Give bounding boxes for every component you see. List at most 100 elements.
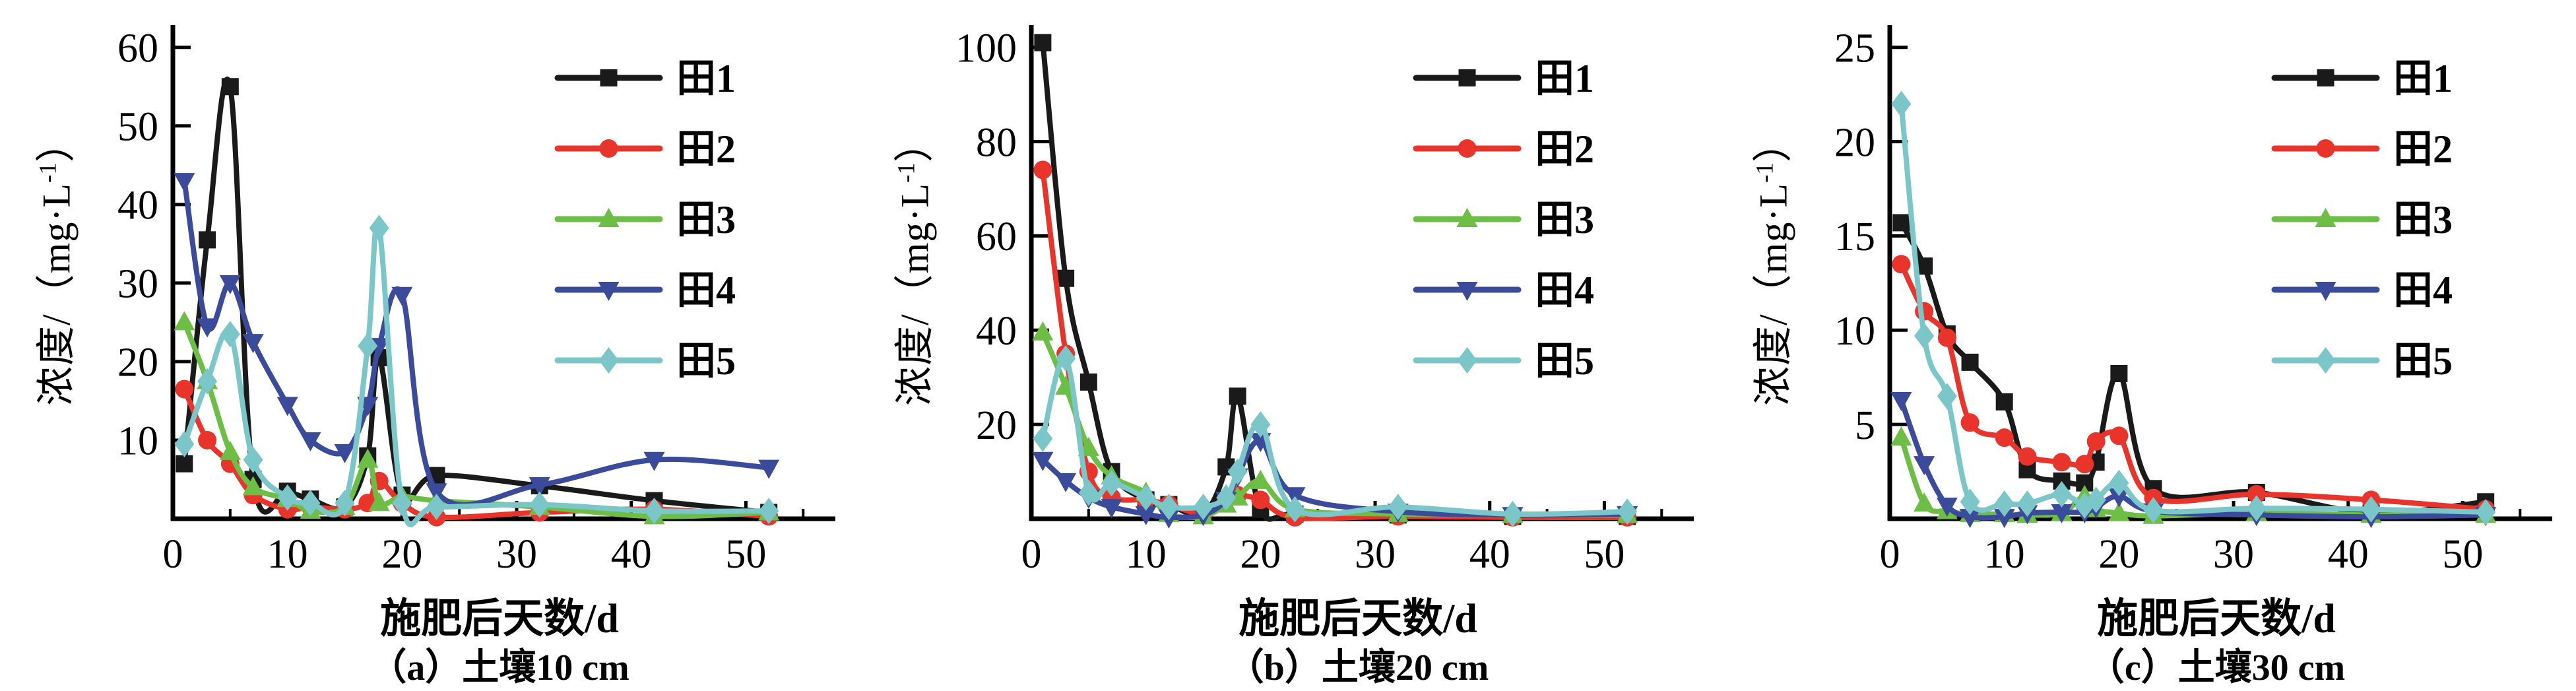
x-axis-title: 施肥后天数/d <box>1239 597 1477 642</box>
series-marker-4 <box>426 483 447 503</box>
legend-label-3: 田3 <box>2393 198 2453 242</box>
series-marker-1 <box>1961 353 1979 371</box>
legend-swatch-marker-4 <box>2315 282 2336 301</box>
series-marker-5 <box>1960 488 1980 515</box>
chart-panel-b: 0 10 20 30 40 50 20 40 60 80 100 田1 田2 田3 田4 田5 浓度/（mg·… <box>858 0 1717 688</box>
y-axis-title-close: ） <box>34 122 79 163</box>
chart-panel-c: 0 10 20 30 40 50 5 10 15 20 25 田1 田2 田3 田4 田5 浓度/（mg·L-… <box>1717 0 2576 688</box>
y-tick-label: 60 <box>976 214 1017 259</box>
legend-label-2: 田2 <box>676 127 736 171</box>
series-marker-3 <box>1890 426 1912 446</box>
series-marker-2 <box>2247 484 2266 504</box>
y-tick-label: 20 <box>1834 120 1875 165</box>
panel-caption-a: （a）土壤10 cm <box>370 647 629 688</box>
x-tick-label: 0 <box>1880 532 1900 577</box>
series-marker-4 <box>529 477 550 496</box>
series-marker-5 <box>1937 383 1957 410</box>
series-marker-3 <box>1250 469 1272 489</box>
x-tick-label: 10 <box>267 532 308 577</box>
y-axis-title-text: 浓度/（mg·L <box>34 183 79 406</box>
series-marker-5 <box>529 491 550 518</box>
series-line-2 <box>181 386 772 521</box>
y-axis-title-text: 浓度/（mg·L <box>893 183 937 406</box>
series-marker-4 <box>300 432 321 451</box>
x-tick-label: 10 <box>1984 532 2025 577</box>
y-axis-title: 浓度/（mg·L-1） <box>883 122 940 406</box>
series-marker-5 <box>277 484 298 511</box>
series-marker-5 <box>1193 494 1213 521</box>
x-tick-label: 50 <box>1584 532 1625 577</box>
series-marker-2 <box>1960 413 1980 432</box>
x-tick-label: 40 <box>2328 532 2369 577</box>
series-marker-2 <box>2018 447 2037 466</box>
series-marker-4 <box>1101 499 1122 519</box>
legend-label-5: 田5 <box>1535 339 1594 383</box>
series-marker-4 <box>2108 488 2130 508</box>
series-marker-4 <box>1055 473 1077 492</box>
series-marker-5 <box>1617 498 1638 525</box>
series-marker-4 <box>242 334 264 354</box>
series-marker-2 <box>1892 255 1911 274</box>
series-marker-2 <box>2052 453 2071 472</box>
legend-label-1: 田1 <box>676 57 736 100</box>
legend-label-2: 田2 <box>2393 127 2453 171</box>
series-line-4 <box>1040 438 1630 521</box>
series-marker-4 <box>1959 509 1981 529</box>
series-marker-5 <box>1914 322 1935 349</box>
series-marker-5 <box>1136 484 1156 511</box>
series-marker-5 <box>1285 496 1305 523</box>
series-marker-2 <box>198 430 217 449</box>
plot-area-soil-20cm: 0 10 20 30 40 50 20 40 60 80 100 田1 田2 田3 田4 田5 <box>955 25 1694 577</box>
y-axis-title-text: 浓度/（mg·L <box>1751 183 1795 406</box>
x-tick-label: 50 <box>725 532 766 577</box>
series-marker-5 <box>358 333 378 360</box>
y-tick-label: 10 <box>1834 309 1875 354</box>
legend-swatch-marker-4 <box>1456 282 1478 301</box>
series-marker-5 <box>2051 480 2072 508</box>
series-marker-1 <box>1079 373 1097 391</box>
series-marker-4 <box>276 397 298 416</box>
legend-label-4: 田4 <box>2393 269 2453 312</box>
panel-caption-c: （c）土壤30 cm <box>2087 647 2346 688</box>
series-marker-2 <box>1937 328 1956 347</box>
series-marker-5 <box>1994 490 2014 517</box>
y-axis-title-sup: -1 <box>893 162 920 183</box>
series-marker-4 <box>1914 456 1935 476</box>
series-marker-1 <box>1034 34 1052 51</box>
series-marker-4 <box>2051 504 2073 524</box>
series-marker-4 <box>1993 509 2015 529</box>
y-tick-label: 50 <box>117 105 158 150</box>
series-marker-5 <box>174 430 195 457</box>
series-marker-5 <box>2246 495 2267 522</box>
y-tick-label: 100 <box>955 26 1017 71</box>
series-marker-5 <box>1033 425 1053 452</box>
series-marker-5 <box>1159 494 1179 521</box>
series-marker-1 <box>176 455 193 473</box>
y-axis-title-sup: -1 <box>34 162 62 183</box>
legend-swatch-marker-5 <box>598 347 619 374</box>
legend-swatch-marker-2 <box>2316 139 2335 158</box>
series-line-5 <box>1898 101 2489 515</box>
series-marker-5 <box>2017 490 2038 517</box>
y-tick-label: 5 <box>1855 403 1875 448</box>
series-marker-4 <box>391 286 413 306</box>
series-marker-5 <box>1078 479 1099 506</box>
legend-label-1: 田1 <box>1535 57 1594 100</box>
series-marker-1 <box>221 78 239 96</box>
plot-area-soil-30cm: 0 10 20 30 40 50 5 10 15 20 25 田1 田2 田3 田4 田5 <box>1834 25 2552 577</box>
series-marker-4 <box>1890 392 1912 412</box>
legend-label-5: 田5 <box>2393 339 2453 383</box>
legend-swatch-marker-5 <box>1457 347 1477 374</box>
series-marker-1 <box>1229 387 1246 405</box>
series-marker-2 <box>2075 455 2094 474</box>
series-marker-1 <box>199 231 216 249</box>
legend-swatch-marker-2 <box>1458 139 1477 158</box>
series-marker-5 <box>2361 496 2381 523</box>
series-marker-3 <box>219 440 241 460</box>
series-marker-5 <box>1101 470 1122 497</box>
y-axis-title-close: ） <box>893 122 937 163</box>
legend-swatch-marker-5 <box>2315 347 2336 374</box>
series-marker-4 <box>758 459 780 479</box>
series-marker-5 <box>1227 458 1248 485</box>
x-tick-label: 30 <box>2213 532 2254 577</box>
